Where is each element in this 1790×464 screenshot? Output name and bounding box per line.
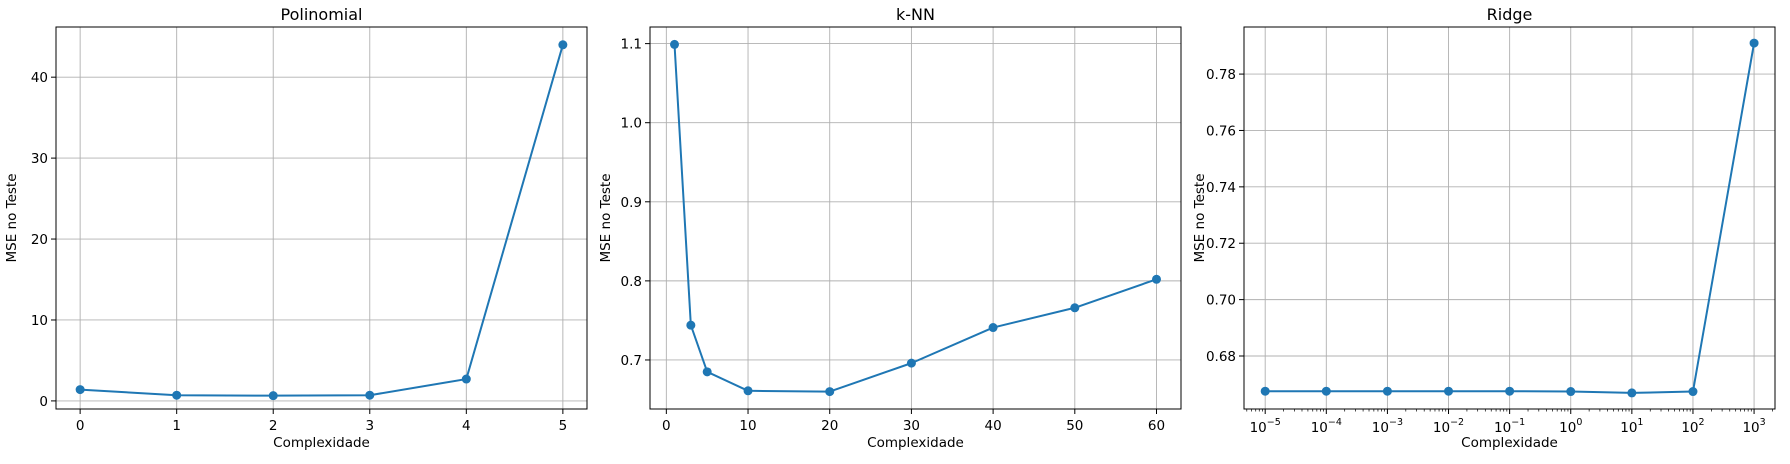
y-tick-label: 0.78 — [1206, 67, 1236, 83]
x-tick-label: 101 — [1620, 417, 1643, 436]
data-point — [1444, 386, 1454, 396]
data-point — [906, 358, 916, 368]
data-point — [172, 390, 182, 400]
chart-title: Ridge — [1487, 5, 1533, 24]
x-tick-label: 1 — [172, 418, 181, 434]
y-tick-label: 0.68 — [1206, 349, 1236, 365]
data-point — [365, 390, 375, 400]
y-axis-label: MSE no Teste — [598, 173, 614, 262]
y-tick-label: 0 — [39, 394, 48, 410]
series-line — [673, 44, 1157, 393]
x-tick-label-exponent: 0 — [1576, 417, 1582, 428]
x-tick-label-exponent: 1 — [1637, 417, 1643, 428]
data-point — [988, 323, 998, 333]
x-tick-label: 0 — [76, 418, 85, 434]
x-tick-label-base: 10 — [1494, 420, 1511, 436]
x-tick-label: 20 — [821, 418, 838, 434]
x-tick-label-exponent: 2 — [1699, 417, 1705, 428]
series-line — [80, 44, 564, 397]
y-tick-label: 0.74 — [1206, 180, 1236, 196]
x-tick-label: 100 — [1559, 417, 1582, 436]
x-axis-label: Complexidade — [273, 435, 370, 451]
x-tick-label-base: 10 — [1559, 420, 1576, 436]
chart-panel-2: 0 10 20 30 40 50 60 0.7 0.8 0.9 1.0 1.1 k-NN Complexi… — [598, 5, 1182, 451]
data-point — [743, 386, 753, 396]
x-tick-label: 103 — [1742, 417, 1765, 436]
data-point — [461, 374, 471, 384]
data-point — [1688, 387, 1698, 397]
y-tick-label: 30 — [31, 151, 48, 167]
data-point — [1151, 274, 1161, 284]
y-tick-label: 40 — [31, 70, 48, 86]
data-point — [670, 39, 680, 49]
x-tick-label: 10 — [739, 418, 756, 434]
y-tick-label: 0.9 — [621, 195, 642, 211]
data-point — [268, 391, 278, 401]
x-tick-label-exponent: 3 — [1760, 417, 1766, 428]
x-tick-label-base: 10 — [1681, 420, 1698, 436]
y-axis-label: MSE no Teste — [4, 173, 20, 262]
data-point — [686, 320, 696, 330]
data-point — [1627, 388, 1637, 398]
data-point — [75, 385, 85, 395]
data-point — [825, 387, 835, 397]
x-tick-label: 10−5 — [1250, 417, 1281, 436]
y-tick-label: 0.7 — [621, 353, 642, 369]
x-tick-label-exponent: −3 — [1389, 417, 1403, 428]
x-tick-label-base: 10 — [1742, 420, 1759, 436]
y-tick-label: 1.0 — [621, 116, 642, 132]
data-point — [1566, 387, 1576, 397]
x-tick-label-base: 10 — [1620, 420, 1637, 436]
y-tick-label: 0.70 — [1206, 293, 1236, 309]
data-point — [1321, 386, 1331, 396]
y-tick-label: 10 — [31, 313, 48, 329]
x-tick-label: 60 — [1148, 418, 1165, 434]
x-tick-label-base: 10 — [1433, 420, 1450, 436]
data-point — [1070, 303, 1080, 313]
x-tick-label: 10−3 — [1372, 417, 1403, 436]
x-tick-label-base: 10 — [1250, 420, 1267, 436]
data-point — [1382, 386, 1392, 396]
x-axis-label: Complexidade — [867, 435, 964, 451]
chart-panel-1: 0 1 2 3 4 5 0 10 20 30 40 Polinomial Complexidade MSE… — [4, 5, 588, 451]
chart-title: Polinomial — [281, 5, 363, 24]
x-tick-label: 10−4 — [1311, 417, 1342, 436]
x-tick-label-exponent: −4 — [1328, 417, 1342, 428]
x-axis-label: Complexidade — [1461, 435, 1558, 451]
chart-title: k-NN — [896, 5, 935, 24]
data-point — [1505, 386, 1515, 396]
y-tick-label: 0.76 — [1206, 123, 1236, 139]
chart-panel-3: 10−5 10−4 10−3 10−2 10−1 100 101 102 1030.680.70… — [1192, 5, 1776, 451]
data-point — [702, 367, 712, 377]
y-tick-label: 0.72 — [1206, 236, 1236, 252]
x-tick-label: 10−1 — [1494, 417, 1525, 436]
axes-frame — [649, 26, 1182, 410]
data-point — [1749, 38, 1759, 48]
x-tick-label: 4 — [462, 418, 471, 434]
y-axis-label: MSE no Teste — [1192, 173, 1208, 262]
axes-frame — [55, 26, 588, 410]
x-tick-label: 102 — [1681, 417, 1704, 436]
y-tick-label: 20 — [31, 232, 48, 248]
x-tick-label: 3 — [365, 418, 374, 434]
x-tick-label: 0 — [662, 418, 671, 434]
x-tick-label: 5 — [559, 418, 568, 434]
x-tick-label-base: 10 — [1372, 420, 1389, 436]
data-point — [558, 40, 568, 50]
x-tick-label: 40 — [985, 418, 1002, 434]
x-tick-label: 50 — [1066, 418, 1083, 434]
x-tick-label-exponent: −2 — [1450, 417, 1464, 428]
x-tick-label-base: 10 — [1311, 420, 1328, 436]
y-tick-label: 1.1 — [621, 37, 642, 53]
axes-frame — [1243, 26, 1776, 410]
data-point — [1260, 386, 1270, 396]
x-tick-label: 10−2 — [1433, 417, 1464, 436]
x-tick-label: 30 — [903, 418, 920, 434]
y-tick-label: 0.8 — [621, 274, 642, 290]
x-tick-label-exponent: −1 — [1511, 417, 1525, 428]
x-tick-label: 2 — [269, 418, 278, 434]
x-tick-label-exponent: −5 — [1267, 417, 1281, 428]
